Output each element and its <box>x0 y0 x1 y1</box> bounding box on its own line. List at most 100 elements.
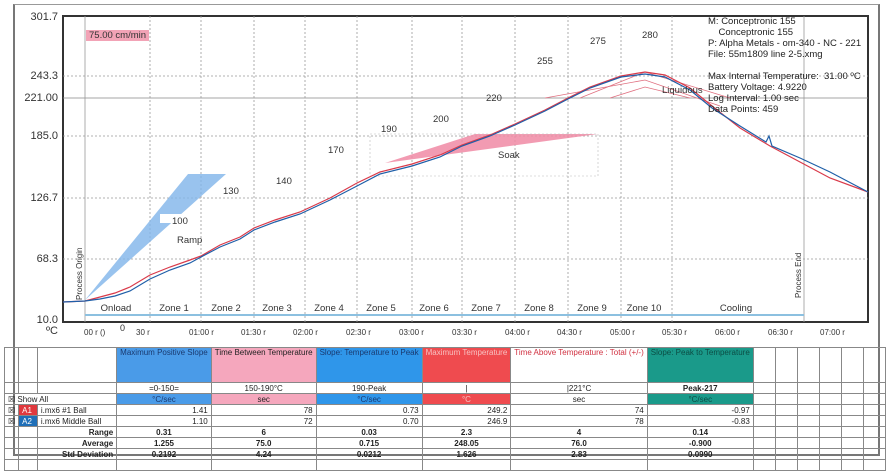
zone-label: Zone 9 <box>577 303 607 314</box>
y-tick: 126.7 <box>30 192 58 204</box>
y-unit: ºC <box>46 325 58 337</box>
series-a1-line <box>62 71 869 303</box>
cell: 0.0212 <box>315 448 423 460</box>
ramp-label-bg <box>160 214 182 223</box>
x-tick: 03:00 r <box>399 328 424 337</box>
cell: 74 <box>510 404 648 416</box>
col-time-between: Time Between Temperature <box>210 347 317 383</box>
stats-row: Range 0.31 6 0.03 2.3 4 0.14 <box>3 426 886 438</box>
y-tick: 243.3 <box>30 70 58 82</box>
y-tick: 68.3 <box>36 253 58 265</box>
cell: 1.41 <box>116 404 212 416</box>
soak-window <box>385 134 598 163</box>
range-time-between: 150-190°C <box>210 382 317 394</box>
setpoint-label: 100 <box>172 216 188 227</box>
show-all-row[interactable]: ☒ Show All <box>3 393 118 405</box>
setpoint-label: 130 <box>223 186 239 197</box>
x-tick: 07:00 r <box>820 328 845 337</box>
zone-label: Zone 5 <box>366 303 396 314</box>
cell: 0.715 <box>315 437 423 449</box>
range-slope-peak: Peak-217 <box>646 382 754 394</box>
probe-tag-a2: A2 <box>18 415 38 427</box>
y-tick: 10.0 <box>36 314 58 326</box>
cell: 2.3 <box>421 426 512 438</box>
setpoint-label: 200 <box>433 114 449 125</box>
cell: 6 <box>210 426 317 438</box>
stat-label: Std Deviation <box>36 448 118 460</box>
info-max-internal: Max Internal Temperature: 31.00 ºC <box>708 71 861 82</box>
x-tick: 0 <box>120 323 126 333</box>
info-data-points: Data Points: 459 <box>708 104 779 115</box>
cell: 1.255 <box>116 437 212 449</box>
process-end-label: Process End <box>794 252 803 298</box>
probe-tag-a1: A1 <box>18 404 38 416</box>
zone-label: Zone 7 <box>471 303 501 314</box>
y-tick: 301.7 <box>30 11 58 23</box>
cell: 78 <box>510 415 648 427</box>
info-machine: M: Conceptronic 155 <box>708 16 796 27</box>
process-origin-label: Process Origin <box>75 247 84 300</box>
unit-slope-peak: °C/sec <box>646 393 754 405</box>
cell: 249.2 <box>421 404 512 416</box>
stats-row: Average 1.255 75.0 0.715 248.05 76.0 -0.… <box>3 437 886 449</box>
cell: 0.14 <box>646 426 754 438</box>
x-tick: 01:30 r <box>241 328 266 337</box>
x-tick: 00 r () <box>84 328 106 337</box>
col-slope-to-peak: Slope: Temperature to Peak <box>315 347 423 383</box>
x-tick: 04:30 r <box>557 328 582 337</box>
cell: 78 <box>210 404 317 416</box>
setpoint-label: 190 <box>381 124 397 135</box>
y-tick: 221.00 <box>24 92 58 104</box>
cell: -0.83 <box>646 415 754 427</box>
cell: 75.0 <box>210 437 317 449</box>
cell: 0.0990 <box>646 448 754 460</box>
cell: 0.31 <box>116 426 212 438</box>
stat-label: Range <box>36 426 118 438</box>
table-row: ☒ A1 i.mx6 #1 Ball 1.41 78 0.73 249.2 74… <box>3 404 886 416</box>
setpoint-label: 140 <box>276 176 292 187</box>
zone-label: Zone 3 <box>262 303 292 314</box>
zone-label: Zone 6 <box>419 303 449 314</box>
cell: 0.03 <box>315 426 423 438</box>
cell: 246.9 <box>421 415 512 427</box>
cell: 72 <box>210 415 317 427</box>
checkbox-icon[interactable]: ☒ <box>3 404 20 416</box>
unit-max-temp: °C <box>421 393 512 405</box>
zone-label: Zone 2 <box>211 303 241 314</box>
cell: 1.626 <box>421 448 512 460</box>
x-tick: 02:00 r <box>293 328 318 337</box>
conveyor-speed-badge: 75.00 cm/min <box>86 30 150 41</box>
stat-label: Average <box>36 437 118 449</box>
setpoint-label: 280 <box>642 30 658 41</box>
setpoint-label: 220 <box>486 93 502 104</box>
checkbox-icon[interactable]: ☒ <box>8 394 16 404</box>
range-slope-to-peak: 190-Peak <box>315 382 423 394</box>
stats-row: Std Deviation 0.2192 4.24 0.0212 1.626 2… <box>3 448 886 460</box>
cell: 0.73 <box>315 404 423 416</box>
cell: 4.24 <box>210 448 317 460</box>
setpoint-label: 170 <box>328 145 344 156</box>
info-paste: P: Alpha Metals - om-340 - NC - 221 <box>708 38 862 49</box>
col-slope-peak-to-temp: Slope: Peak to Temperature <box>646 347 754 383</box>
ramp-window <box>85 174 226 300</box>
soak-label: Soak <box>498 150 520 161</box>
col-max-temp: Maximum Temperature <box>421 347 512 383</box>
profile-chart <box>62 15 869 323</box>
zone-label: Cooling <box>719 303 753 314</box>
cell: 76.0 <box>510 437 648 449</box>
x-tick: 06:30 r <box>768 328 793 337</box>
profile-info-panel: M: Conceptronic 155 Conceptronic 155 P: … <box>708 16 861 115</box>
statistics-table: Maximum Positive Slope Time Between Temp… <box>3 347 886 471</box>
plot-frame <box>62 15 869 323</box>
info-machine-2: Conceptronic 155 <box>708 27 794 38</box>
range-time-above: |221°C <box>510 382 648 394</box>
y-tick: 185.0 <box>30 130 58 142</box>
x-tick: 03:30 r <box>452 328 477 337</box>
cell: 4 <box>510 426 648 438</box>
x-tick: 30 r <box>136 328 150 337</box>
zone-label: Zone 1 <box>159 303 189 314</box>
setpoint-label: 275 <box>590 36 606 47</box>
x-tick: 02:30 r <box>346 328 371 337</box>
info-log-interval: Log Interval: 1.00 sec <box>708 93 799 104</box>
checkbox-icon[interactable]: ☒ <box>3 415 20 427</box>
